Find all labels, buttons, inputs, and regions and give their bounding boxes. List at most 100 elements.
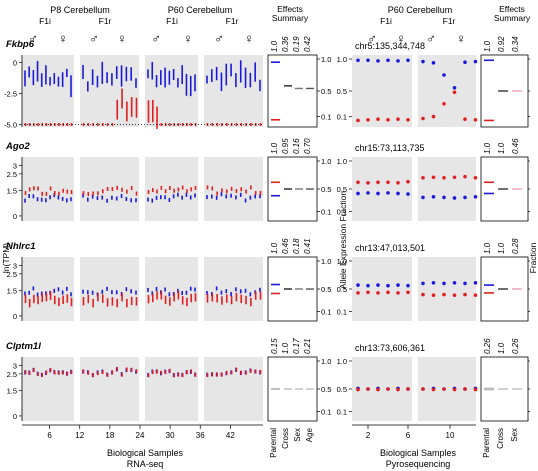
- pyro-point-blue: [386, 58, 390, 63]
- pyro-point-red: [421, 176, 425, 180]
- panel-background: [80, 257, 139, 321]
- pyro-point-blue: [473, 195, 478, 199]
- pyro-point-blue: [406, 192, 410, 196]
- pyro-point-red: [366, 181, 370, 185]
- pyro-region-label: chr13:73,606,361: [355, 343, 425, 353]
- panel-background: [352, 357, 412, 421]
- y-tick-label: 0: [13, 312, 17, 321]
- pyro-point-blue: [431, 281, 436, 285]
- y-tick-label: -2.5: [4, 89, 17, 98]
- pyro-point-red: [396, 181, 400, 185]
- y-tick-label: 0: [13, 412, 17, 421]
- pyro-point-red: [366, 387, 370, 391]
- effect-category-label: Age: [305, 427, 314, 442]
- frac-tick-label: 0.1: [321, 207, 331, 216]
- pyro-point-red: [421, 292, 425, 297]
- pyro-point-red: [396, 117, 400, 121]
- frac-tick-label: 0.1: [321, 407, 331, 416]
- pyro-point-red: [421, 387, 425, 391]
- pyro-point-red: [366, 290, 370, 295]
- male-symbol: ♂: [426, 31, 436, 46]
- pyro-point-red: [386, 387, 390, 391]
- pyro-region-label: chr15:73,113,735: [355, 143, 424, 153]
- effect-value: 1.0: [270, 40, 279, 52]
- y-tick-label: 2.5: [7, 170, 17, 179]
- frac-tick-label: 1.0: [337, 257, 347, 266]
- pyro-point-red: [431, 175, 436, 180]
- x-tick-label: 30: [166, 431, 175, 440]
- panel-background: [145, 257, 198, 321]
- pyro-point-blue: [396, 283, 400, 287]
- pyro-point-red: [431, 293, 436, 297]
- effect-value: 1.0: [483, 242, 492, 254]
- effect-value: 0.15: [270, 338, 279, 354]
- pyro-point-red: [356, 387, 360, 392]
- female-symbol: ♀: [456, 31, 466, 46]
- x-tick-label: 12: [75, 431, 84, 440]
- pyro-point-blue: [386, 191, 390, 195]
- panel-background: [145, 357, 198, 421]
- panel-background: [418, 55, 476, 127]
- effect-value: 0.18: [292, 238, 301, 254]
- effect-value: 1.0: [483, 40, 492, 52]
- pyro-point-blue: [442, 73, 446, 77]
- pyro-point-red: [386, 180, 390, 185]
- pyro-point-blue: [406, 58, 410, 63]
- header-f1i-p60: F1i: [166, 16, 178, 26]
- panel-background: [352, 257, 412, 321]
- y-tick-label: 1.5: [7, 187, 17, 196]
- effect-category-label: Cross: [281, 428, 290, 449]
- pyro-point-red: [452, 90, 457, 95]
- pyro-point-red: [406, 290, 410, 295]
- effect-value: 0.42: [303, 36, 312, 52]
- female-symbol: ♀: [117, 31, 127, 46]
- gene-label: Fkbp6: [6, 39, 35, 50]
- pyro-point-blue: [376, 191, 380, 196]
- female-symbol: ♀: [183, 31, 193, 46]
- pyro-point-red: [356, 291, 360, 295]
- y-tick-label: 1.5: [7, 387, 17, 396]
- y-tick-label: 1.5: [7, 287, 17, 296]
- pyro-point-red: [473, 176, 478, 180]
- right-x-axis-label-2: Pyrosequencing: [386, 459, 451, 469]
- pyro-point-red: [463, 174, 467, 179]
- effect-value: 1.0: [483, 142, 492, 154]
- frac-tick-label: 0.5: [321, 385, 331, 394]
- pyro-point-blue: [452, 196, 457, 200]
- frac-tick-label: 0.5: [337, 285, 347, 294]
- pyro-point-blue: [431, 61, 436, 65]
- pyro-point-red: [406, 387, 410, 391]
- effect-category-label: Parental: [482, 428, 491, 458]
- header-mid-title: P60 Cerebellum: [168, 5, 233, 15]
- panel-background: [418, 257, 476, 321]
- frac-tick-label: 0.5: [321, 185, 331, 194]
- pyro-point-blue: [396, 191, 400, 196]
- effect-value: 1.0: [497, 142, 506, 154]
- pyro-region-label: chr13:47,013,501: [355, 243, 425, 253]
- y-tick-label: 3: [13, 261, 17, 270]
- pyro-point-red: [376, 180, 380, 185]
- male-symbol: ♂: [89, 31, 99, 46]
- header-f1r-pyro: F1r: [443, 16, 456, 26]
- pyro-point-red: [452, 175, 457, 180]
- panel-background: [22, 257, 74, 321]
- pyro-point-blue: [463, 195, 467, 200]
- gene-label: Ago2: [5, 141, 30, 152]
- y-tick-label: 2.5: [7, 270, 17, 279]
- panel-background: [80, 357, 139, 421]
- male-symbol: ♂: [367, 31, 377, 46]
- female-symbol: ♀: [244, 31, 254, 46]
- panel-background: [22, 55, 74, 127]
- frac-tick-label: 1.0: [321, 357, 331, 366]
- effect-value: 1.0: [270, 142, 279, 154]
- left-y-axis-label: ln(TPM): [1, 243, 11, 273]
- header-f1i-pyro: F1i: [380, 16, 392, 26]
- y-tick-label: 3: [13, 361, 17, 370]
- frac-tick-label: 0.5: [337, 185, 347, 194]
- panel-background: [204, 55, 263, 127]
- frac-tick-label: 0.1: [321, 113, 331, 122]
- frac-tick-label: 0.1: [321, 307, 331, 316]
- pyro-point-red: [396, 387, 400, 392]
- frac-tick-label: 1.0: [337, 55, 347, 64]
- pyro-point-blue: [386, 283, 390, 288]
